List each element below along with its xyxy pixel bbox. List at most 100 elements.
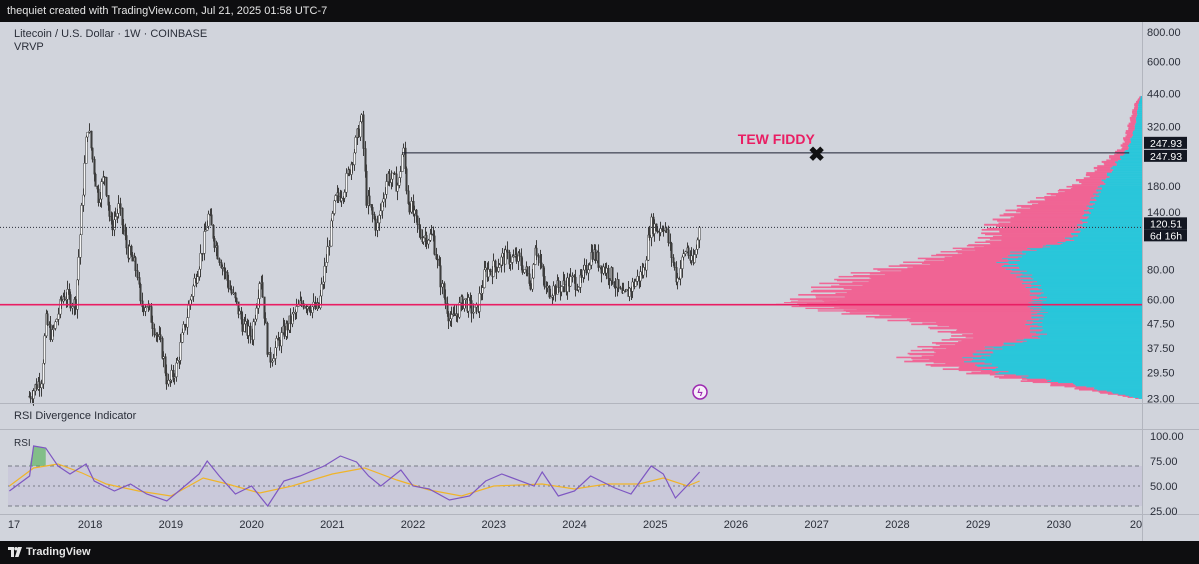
vp-sell-bar — [1123, 137, 1131, 140]
candle-body — [103, 176, 106, 178]
vp-buy-bar — [1042, 288, 1142, 291]
candle-body — [29, 396, 32, 399]
vp-buy-bar — [1074, 239, 1142, 242]
candle-body — [667, 229, 670, 243]
candle-body — [337, 192, 340, 197]
vp-buy-bar — [1027, 247, 1142, 250]
candle-body — [371, 207, 374, 215]
candle-body — [393, 172, 396, 175]
vp-buy-bar — [1094, 386, 1142, 389]
candle-body — [111, 220, 114, 231]
vp-sell-bar — [1132, 113, 1138, 116]
vp-buy-bar — [1058, 381, 1142, 384]
vp-buy-bar — [1005, 268, 1142, 270]
vp-buy-bar — [1023, 279, 1142, 282]
vp-sell-bar — [912, 359, 972, 362]
tew-fiddy-label: TEW FIDDY — [738, 131, 816, 147]
price-badge-bg — [1144, 136, 1187, 149]
vp-buy-bar — [1082, 222, 1142, 225]
candle-body — [165, 372, 168, 385]
candle-body — [546, 285, 549, 288]
vp-sell-bar — [906, 318, 1039, 321]
vp-sell-bar — [1122, 142, 1130, 145]
vp-sell-bar — [812, 289, 1030, 292]
vp-sell-bar — [1072, 184, 1101, 187]
candle-body — [653, 223, 656, 234]
time-tick-label: 2019 — [159, 519, 183, 531]
vp-buy-bar — [1014, 344, 1142, 346]
vp-buy-bar — [1031, 283, 1142, 286]
candle-body — [90, 130, 93, 149]
vp-buy-bar — [1021, 282, 1142, 285]
candle-body — [348, 169, 351, 175]
vp-buy-bar — [1095, 198, 1142, 200]
vp-sell-bar — [977, 236, 1065, 239]
vp-buy-bar — [1026, 319, 1142, 322]
candle-body — [55, 319, 58, 323]
vp-buy-bar — [1132, 131, 1142, 135]
vp-buy-bar — [1109, 175, 1142, 178]
chart-canvas[interactable]: Litecoin / U.S. Dollar · 1W · COINBASE V… — [0, 22, 1199, 541]
vp-buy-bar — [1082, 219, 1142, 222]
vp-buy-bar — [1029, 307, 1142, 310]
candle-body — [481, 287, 484, 294]
vp-sell-bar — [880, 271, 1021, 273]
vp-buy-bar — [1139, 102, 1142, 104]
time-tick-label: 2023 — [482, 519, 506, 531]
candle-body — [88, 130, 91, 133]
candle-body — [173, 376, 176, 379]
vp-sell-bar — [1010, 221, 1088, 224]
vp-sell-bar — [966, 372, 996, 375]
vp-sell-bar — [985, 240, 1066, 243]
vp-buy-bar — [1010, 251, 1142, 253]
vp-buy-bar — [1123, 153, 1142, 156]
vp-buy-bar — [1092, 203, 1142, 206]
vp-sell-bar — [1136, 102, 1140, 104]
vp-buy-bar — [1136, 114, 1142, 118]
vp-sell-bar — [968, 244, 1047, 246]
vp-buy-bar — [1031, 315, 1142, 318]
candle-body — [280, 332, 283, 347]
vp-buy-bar — [1137, 113, 1142, 116]
vp-buy-bar — [1007, 254, 1142, 257]
candle-body — [360, 114, 363, 122]
vp-buy-bar — [1096, 199, 1142, 201]
vp-buy-bar — [1139, 100, 1142, 102]
vp-buy-bar — [1064, 236, 1142, 239]
vp-buy-bar — [1089, 206, 1142, 208]
vp-sell-bar — [936, 321, 1043, 324]
vp-sell-bar — [999, 230, 1081, 232]
vp-sell-bar — [1030, 200, 1091, 203]
candle-body — [504, 249, 507, 265]
candle-body — [272, 358, 275, 362]
vp-sell-bar — [951, 335, 1032, 337]
candle-body — [199, 253, 202, 270]
candle-body — [526, 266, 529, 275]
vp-sell-bar — [819, 282, 1022, 285]
vp-buy-bar — [1096, 189, 1142, 192]
vp-sell-bar — [1050, 382, 1074, 385]
candle-body — [43, 335, 46, 364]
vp-sell-bar — [917, 345, 985, 348]
vp-buy-bar — [984, 348, 1142, 351]
vp-buy-bar — [1029, 327, 1142, 330]
vp-sell-bar — [1005, 209, 1084, 212]
vp-buy-bar — [1093, 193, 1142, 195]
candle-body — [190, 296, 193, 301]
vp-buy-bar — [1026, 270, 1142, 272]
vp-sell-bar — [933, 361, 985, 364]
vp-sell-bar — [1115, 150, 1125, 153]
candle-body — [306, 306, 309, 309]
vp-buy-bar — [1090, 200, 1142, 203]
vp-buy-bar — [963, 360, 1142, 363]
candle-body — [430, 233, 433, 236]
vp-buy-bar — [995, 372, 1142, 375]
vp-buy-bar — [1042, 246, 1142, 249]
vp-buy-bar — [1040, 306, 1142, 308]
candle-body — [218, 258, 221, 263]
candle-body — [413, 209, 416, 215]
vp-sell-bar — [958, 369, 993, 372]
vp-sell-bar — [929, 358, 986, 361]
candle-body — [608, 278, 611, 281]
candle-body — [193, 277, 196, 287]
